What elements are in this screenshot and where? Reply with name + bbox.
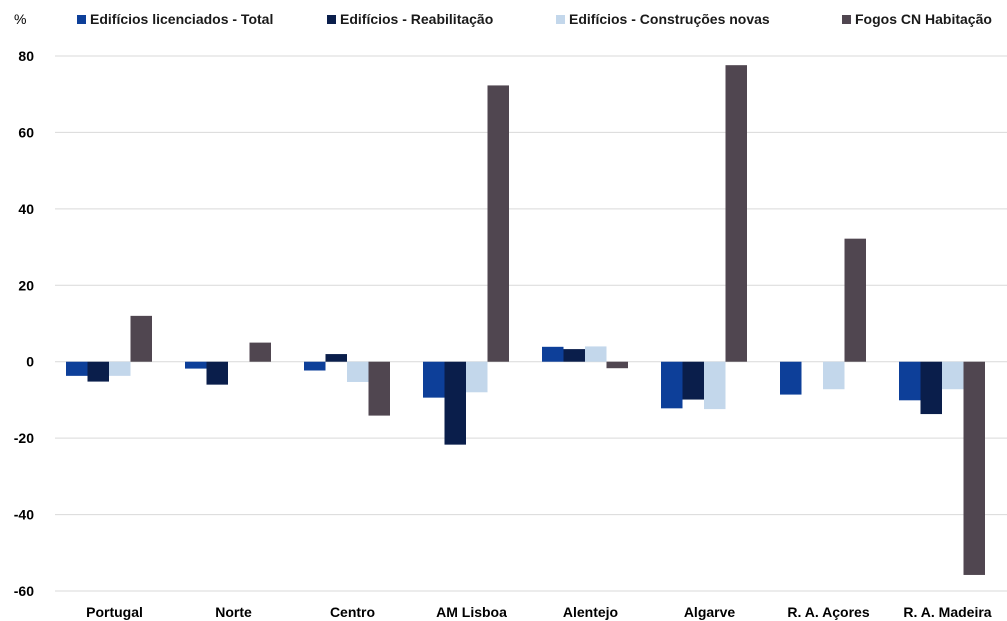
bar <box>942 361 964 390</box>
legend-label: Edifícios - Construções novas <box>569 11 770 27</box>
bar <box>444 361 466 445</box>
legend-label: Fogos CN Habitação <box>855 11 992 27</box>
x-tick-label: Alentejo <box>563 604 618 620</box>
bar <box>963 361 985 575</box>
y-tick-label: 80 <box>18 48 34 64</box>
y-tick-label: 20 <box>18 277 34 293</box>
bar <box>920 361 942 415</box>
bar <box>325 354 347 362</box>
x-tick-label: Portugal <box>86 604 143 620</box>
legend-label: Edifícios licenciados - Total <box>90 11 273 27</box>
y-axis-tick-labels: 80 60 40 20 0 -20 -40 -60 <box>14 48 34 599</box>
bar <box>347 361 369 382</box>
bar <box>661 361 683 409</box>
bar <box>87 361 109 382</box>
legend-swatch <box>77 15 86 24</box>
y-tick-label: 40 <box>18 201 34 217</box>
legend-swatch <box>556 15 565 24</box>
legend-swatch <box>842 15 851 24</box>
bar <box>606 361 628 369</box>
legend: Edifícios licenciados - Total Edifícios -… <box>77 11 992 27</box>
y-tick-label: -20 <box>14 430 34 446</box>
bar <box>585 346 607 362</box>
x-tick-label: Algarve <box>684 604 736 620</box>
bar <box>185 361 207 369</box>
bar <box>780 361 802 395</box>
bar <box>704 361 726 410</box>
y-tick-label: 60 <box>18 124 34 140</box>
bar <box>423 361 445 398</box>
bar <box>304 361 326 371</box>
bar <box>823 361 845 390</box>
bar <box>487 85 509 362</box>
y-axis-unit-label: % <box>14 11 26 27</box>
bar <box>109 361 131 376</box>
y-tick-label: -60 <box>14 583 34 599</box>
bar <box>725 65 747 362</box>
bar <box>844 238 866 362</box>
x-tick-label: AM Lisboa <box>436 604 507 620</box>
bar <box>249 342 271 362</box>
bar <box>66 361 88 376</box>
y-tick-label: -40 <box>14 507 34 523</box>
bar <box>130 315 152 362</box>
legend-label: Edifícios - Reabilitação <box>340 11 493 27</box>
bar <box>466 361 488 393</box>
bar <box>542 346 564 362</box>
x-tick-label: Centro <box>330 604 375 620</box>
bar <box>368 361 390 416</box>
bar <box>899 361 921 401</box>
x-tick-label: Norte <box>215 604 252 620</box>
bar <box>206 361 228 385</box>
x-tick-label: R. A. Açores <box>787 604 869 620</box>
bar <box>563 349 585 362</box>
bar <box>682 361 704 400</box>
legend-swatch <box>327 15 336 24</box>
x-tick-label: R. A. Madeira <box>903 604 991 620</box>
y-tick-label: 0 <box>26 354 34 370</box>
x-axis-tick-labels: Portugal Norte Centro AM Lisboa Alentejo Alga… <box>86 604 992 620</box>
bars <box>66 65 985 575</box>
